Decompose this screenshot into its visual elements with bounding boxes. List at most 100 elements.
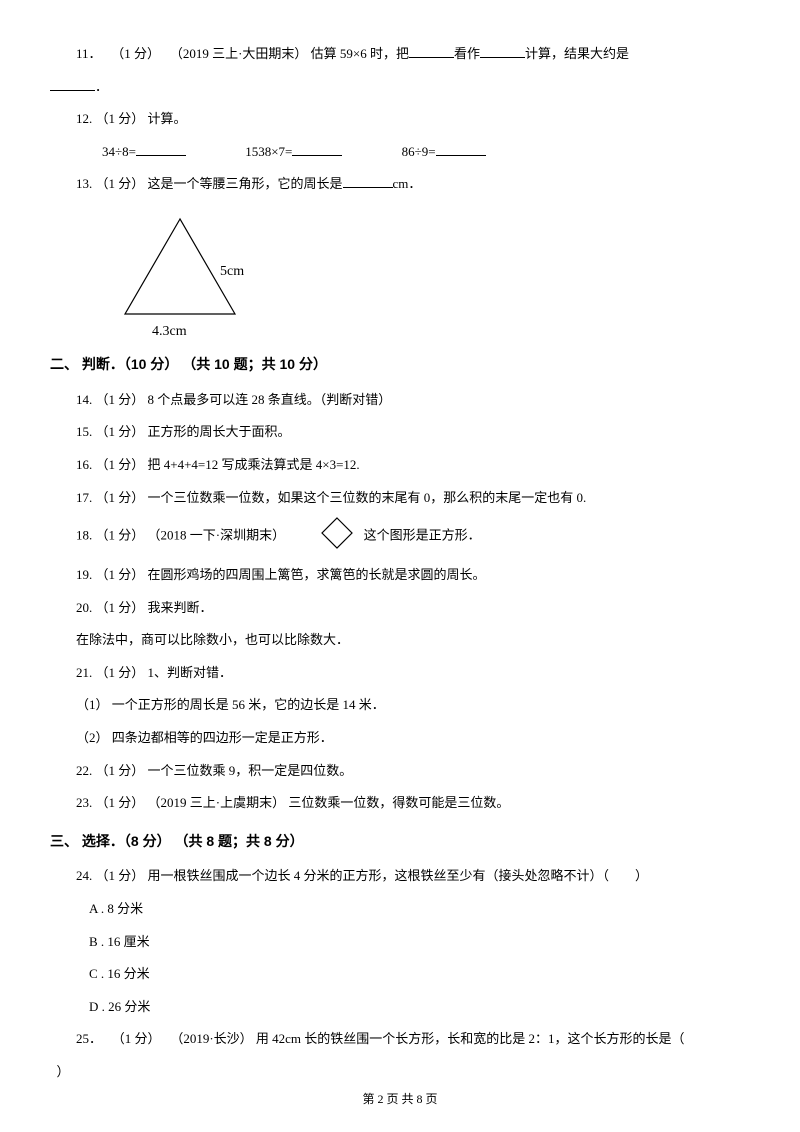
question-14: 14. （1 分） 8 个点最多可以连 28 条直线。（判断对错） xyxy=(50,386,750,415)
q24-option-b: B . 16 厘米 xyxy=(89,928,750,957)
q14-num: 14. xyxy=(76,392,92,407)
q11-text1: 估算 59×6 时，把 xyxy=(311,46,409,61)
question-22: 22. （1 分） 一个三位数乘 9，积一定是四位数。 xyxy=(50,757,750,786)
q15-points: （1 分） xyxy=(96,424,145,439)
q14-text: 8 个点最多可以连 28 条直线。（判断对错） xyxy=(148,392,392,407)
question-21-sub2: （2） 四条边都相等的四边形一定是正方形． xyxy=(50,724,750,753)
q16-text: 把 4+4+4=12 写成乘法算式是 4×3=12. xyxy=(148,457,360,472)
blank xyxy=(409,45,454,58)
question-24: 24. （1 分） 用一根铁丝围成一个边长 4 分米的正方形，这根铁丝至少有（接… xyxy=(50,862,750,891)
q22-num: 22. xyxy=(76,763,92,778)
calc-1: 34÷8= xyxy=(102,144,136,159)
q21-sub2: （2） 四条边都相等的四边形一定是正方形． xyxy=(76,730,333,745)
q21-text: 1、判断对错． xyxy=(148,665,233,680)
q23-points: （1 分） xyxy=(96,795,145,810)
q15-text: 正方形的周长大于面积。 xyxy=(148,424,291,439)
q25-source: （2019·长沙） xyxy=(170,1031,252,1046)
blank xyxy=(436,143,486,156)
diamond-svg xyxy=(320,516,354,550)
question-20-sub: 在除法中，商可以比除数小，也可以比除数大． xyxy=(50,626,750,655)
q11-text3: 计算，结果大约是 xyxy=(525,46,629,61)
diamond-shape xyxy=(322,518,352,548)
q16-num: 16. xyxy=(76,457,92,472)
question-12: 12. （1 分） 计算。 xyxy=(50,105,750,134)
q12-points: （1 分） xyxy=(96,111,145,126)
q14-points: （1 分） xyxy=(96,392,145,407)
section-2-header: 二、 判断．（10 分） （共 10 题；共 10 分） xyxy=(50,349,750,380)
q12-text: 计算。 xyxy=(148,111,187,126)
q19-points: （1 分） xyxy=(96,567,145,582)
q13-text2: cm． xyxy=(393,176,422,191)
q13-points: （1 分） xyxy=(96,176,145,191)
q25-after: ） xyxy=(57,1064,70,1079)
q16-points: （1 分） xyxy=(96,457,145,472)
blank xyxy=(50,78,95,91)
question-15: 15. （1 分） 正方形的周长大于面积。 xyxy=(50,418,750,447)
question-25: 25． （1 分） （2019·长沙） 用 42cm 长的铁丝围一个长方形，长和… xyxy=(50,1025,750,1054)
q25-points: （1 分） xyxy=(112,1031,154,1046)
page-footer: 第 2 页 共 8 页 xyxy=(0,1086,800,1112)
triangle-shape xyxy=(125,219,235,314)
q13-num: 13. xyxy=(76,176,92,191)
question-23: 23. （1 分） （2019 三上·上虞期末） 三位数乘一位数，得数可能是三位… xyxy=(50,789,750,818)
q24-option-d: D . 26 分米 xyxy=(89,993,750,1022)
question-11: 11． （1 分） （2019 三上·大田期末） 估算 59×6 时，把 看作 计算… xyxy=(50,40,750,69)
q18-source: （2018 一下·深圳期末） xyxy=(148,528,286,543)
q23-text: 三位数乘一位数，得数可能是三位数。 xyxy=(288,795,509,810)
question-17: 17. （1 分） 一个三位数乘一位数，如果这个三位数的末尾有 0，那么积的末尾… xyxy=(50,484,750,513)
triangle-figure: 5cm 4.3cm xyxy=(110,209,290,339)
q19-num: 19. xyxy=(76,567,92,582)
q20-text: 我来判断． xyxy=(148,600,213,615)
q11-text2: 看作 xyxy=(454,46,480,61)
q11-num: 11． xyxy=(76,46,95,61)
blank xyxy=(343,175,393,188)
q13-text1: 这是一个等腰三角形，它的周长是 xyxy=(148,176,343,191)
q18-text-after: 这个图形是正方形． xyxy=(364,528,481,543)
q20-sub: 在除法中，商可以比除数小，也可以比除数大． xyxy=(76,632,349,647)
q24-option-a: A . 8 分米 xyxy=(89,895,750,924)
section-3-header: 三、 选择．（8 分） （共 8 题；共 8 分） xyxy=(50,826,750,857)
q20-num: 20. xyxy=(76,600,92,615)
calc-2: 1538×7= xyxy=(245,144,292,159)
triangle-side-label: 5cm xyxy=(220,257,244,288)
q24-text: 用一根铁丝围成一个边长 4 分米的正方形，这根铁丝至少有（接头处忽略不计）（ ） xyxy=(148,868,649,883)
question-21-sub1: （1） 一个正方形的周长是 56 米，它的边长是 14 米． xyxy=(50,691,750,720)
blank xyxy=(136,143,186,156)
q24-num: 24. xyxy=(76,868,92,883)
triangle-base-label: 4.3cm xyxy=(152,317,187,348)
blank xyxy=(480,45,525,58)
question-13: 13. （1 分） 这是一个等腰三角形，它的周长是 cm． xyxy=(50,170,750,199)
q22-text: 一个三位数乘 9，积一定是四位数。 xyxy=(148,763,353,778)
q11-points: （1 分） xyxy=(111,46,153,61)
question-18: 18. （1 分） （2018 一下·深圳期末） 这个图形是正方形． xyxy=(50,516,750,557)
q17-text: 一个三位数乘一位数，如果这个三位数的末尾有 0，那么积的末尾一定也有 0. xyxy=(148,490,587,505)
q17-points: （1 分） xyxy=(96,490,145,505)
q23-source: （2019 三上·上虞期末） xyxy=(148,795,286,810)
blank xyxy=(292,143,342,156)
question-16: 16. （1 分） 把 4+4+4=12 写成乘法算式是 4×3=12. xyxy=(50,451,750,480)
q12-num: 12. xyxy=(76,111,92,126)
question-21: 21. （1 分） 1、判断对错． xyxy=(50,659,750,688)
question-25-cont: ） xyxy=(50,1058,750,1087)
calc-3: 86÷9= xyxy=(402,144,436,159)
q18-num: 18. xyxy=(76,528,92,543)
q15-num: 15. xyxy=(76,424,92,439)
q24-option-c: C . 16 分米 xyxy=(89,960,750,989)
q21-sub1: （1） 一个正方形的周长是 56 米，它的边长是 14 米． xyxy=(76,697,385,712)
q23-num: 23. xyxy=(76,795,92,810)
q17-num: 17. xyxy=(76,490,92,505)
diamond-figure xyxy=(294,516,354,557)
q19-text: 在圆形鸡场的四周围上篱笆，求篱笆的长就是求圆的周长。 xyxy=(148,567,486,582)
q18-points: （1 分） xyxy=(96,528,145,543)
q21-num: 21. xyxy=(76,665,92,680)
q22-points: （1 分） xyxy=(96,763,145,778)
q20-points: （1 分） xyxy=(96,600,145,615)
q25-num: 25． xyxy=(76,1031,96,1046)
question-19: 19. （1 分） 在圆形鸡场的四周围上篱笆，求篱笆的长就是求圆的周长。 xyxy=(50,561,750,590)
q11-text4: ． xyxy=(95,79,108,94)
question-20: 20. （1 分） 我来判断． xyxy=(50,594,750,623)
question-11-cont: ． xyxy=(50,73,750,102)
triangle-svg xyxy=(110,209,290,339)
question-12-calcs: 34÷8= 1538×7= 86÷9= xyxy=(50,138,750,167)
q11-source: （2019 三上·大田期末） xyxy=(170,46,308,61)
